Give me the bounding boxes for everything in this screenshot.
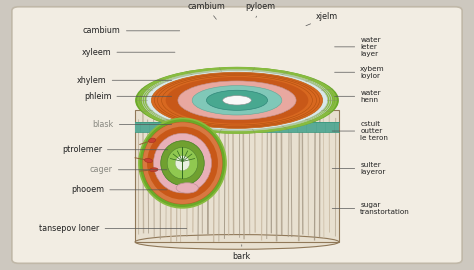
Text: phooem: phooem	[71, 185, 167, 194]
Ellipse shape	[175, 156, 190, 171]
Text: xhylem: xhylem	[77, 76, 172, 85]
Ellipse shape	[166, 77, 308, 124]
Ellipse shape	[148, 138, 156, 143]
Text: cager: cager	[90, 165, 167, 174]
Ellipse shape	[142, 122, 223, 205]
Ellipse shape	[145, 158, 152, 163]
Text: ptrolemer: ptrolemer	[62, 145, 168, 154]
Bar	[135, 122, 339, 132]
Ellipse shape	[135, 67, 339, 134]
Text: sulter
layeror: sulter layeror	[332, 162, 386, 175]
Ellipse shape	[151, 72, 323, 128]
Text: cstuit
outter
le teron: cstuit outter le teron	[332, 121, 388, 141]
Text: bark: bark	[233, 245, 251, 261]
Text: tansepov loner: tansepov loner	[39, 224, 187, 233]
Ellipse shape	[161, 141, 204, 185]
Text: cambium: cambium	[187, 2, 225, 19]
Ellipse shape	[192, 86, 282, 115]
Text: water
henn: water henn	[335, 90, 381, 103]
Ellipse shape	[206, 90, 267, 110]
Text: phleim: phleim	[84, 92, 172, 101]
Ellipse shape	[150, 168, 158, 172]
Ellipse shape	[223, 96, 251, 105]
Text: blask: blask	[92, 120, 172, 129]
Ellipse shape	[154, 133, 211, 193]
Text: sugar
transtortation: sugar transtortation	[332, 202, 410, 215]
Bar	[135, 110, 339, 242]
Text: pyloem: pyloem	[246, 2, 276, 18]
Ellipse shape	[178, 81, 296, 120]
Bar	[135, 110, 339, 242]
Ellipse shape	[146, 70, 328, 130]
Text: xyleem: xyleem	[82, 48, 175, 57]
Ellipse shape	[141, 69, 333, 132]
Text: xjelm: xjelm	[306, 12, 338, 26]
FancyBboxPatch shape	[12, 7, 462, 263]
Ellipse shape	[135, 235, 339, 249]
Ellipse shape	[167, 147, 198, 179]
Ellipse shape	[147, 127, 218, 200]
Ellipse shape	[176, 183, 198, 193]
Text: water
leter
layer: water leter layer	[335, 37, 381, 57]
Text: xybem
loylor: xybem loylor	[335, 66, 385, 79]
Text: cambium: cambium	[83, 26, 180, 35]
